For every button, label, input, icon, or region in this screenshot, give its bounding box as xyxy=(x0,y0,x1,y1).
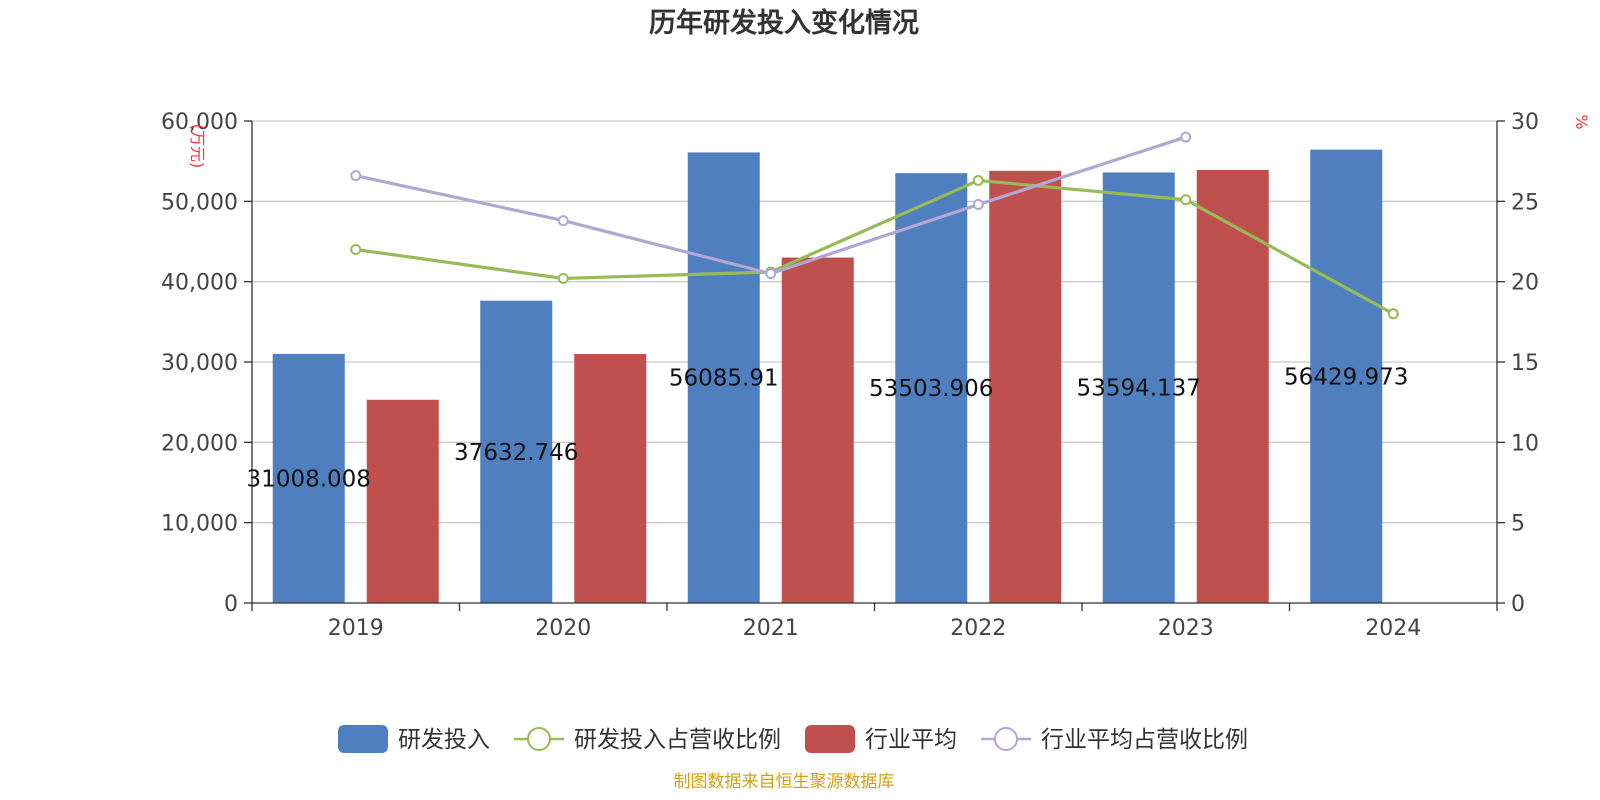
line-point[interactable] xyxy=(557,272,569,284)
bar-bar-0[interactable] xyxy=(480,300,553,603)
x-tick-label: 2021 xyxy=(743,616,799,641)
series-line-1 xyxy=(355,178,1395,316)
line-point[interactable] xyxy=(765,268,777,280)
y-left-tick-label: 50,000 xyxy=(161,190,238,215)
bar-bar-0[interactable] xyxy=(1102,172,1175,603)
legend-swatch-marker[interactable] xyxy=(527,727,551,751)
y-left-tick-label: 20,000 xyxy=(161,431,238,456)
line-point[interactable] xyxy=(350,244,362,256)
bar-bar-0[interactable] xyxy=(272,353,345,603)
bar-bar-0[interactable] xyxy=(1310,149,1383,604)
bar-value-label: 37632.746 xyxy=(454,440,578,466)
grid-lines xyxy=(252,120,1497,524)
legend-swatch-bar[interactable] xyxy=(338,725,388,753)
y-right-axis-label: % xyxy=(1572,114,1591,129)
bar-value-label: 56085.91 xyxy=(669,366,779,392)
bar-bar-2[interactable] xyxy=(574,353,647,603)
y-right-tick-label: 0 xyxy=(1511,592,1525,617)
bar-bar-2[interactable] xyxy=(366,399,439,603)
line-point[interactable] xyxy=(557,215,569,227)
line-point[interactable] xyxy=(1180,194,1192,206)
bar-bar-2[interactable] xyxy=(1196,170,1269,603)
y-right-tick-label: 20 xyxy=(1511,271,1539,296)
y-left-axis-label: (万元) xyxy=(188,124,207,169)
legend[interactable]: 研发投入 研发投入占营收比例 行业平均 行业平均占营收比例 xyxy=(338,725,1248,753)
chart-title: 历年研发投入变化情况 xyxy=(649,7,919,39)
axes-group: 0 10,000 20,000 30,000 40,000 50,000 60,000 0 5 1… xyxy=(161,110,1591,641)
legend-label[interactable]: 行业平均 xyxy=(865,727,957,753)
x-tick-label: 2022 xyxy=(950,616,1006,641)
legend-label[interactable]: 研发投入占营收比例 xyxy=(574,727,781,753)
bar-value-label: 53503.906 xyxy=(869,376,993,402)
line-point[interactable] xyxy=(1387,308,1399,320)
bar-bar-0[interactable] xyxy=(895,173,968,603)
y-right-tick-label: 15 xyxy=(1511,351,1539,376)
source-footer: 制图数据来自恒生聚源数据库 xyxy=(674,772,895,792)
y-right-tick-label: 10 xyxy=(1511,431,1539,456)
x-tick-label: 2020 xyxy=(535,616,591,641)
x-tick-label: 2023 xyxy=(1158,616,1214,641)
y-left-tick-label: 30,000 xyxy=(161,351,238,376)
bar-value-label: 31008.008 xyxy=(247,466,371,492)
bars-group xyxy=(272,149,1383,604)
lines-group xyxy=(350,131,1399,320)
bar-value-label: 56429.973 xyxy=(1284,364,1408,390)
legend-swatch-bar[interactable] xyxy=(805,725,855,753)
bar-bar-2[interactable] xyxy=(989,170,1062,603)
y-right-tick-label: 25 xyxy=(1511,190,1539,215)
y-left-tick-label: 0 xyxy=(224,592,238,617)
line-point[interactable] xyxy=(972,199,984,211)
data-labels-group: 31008.008 37632.746 56085.91 53503.906 53594… xyxy=(247,364,1409,492)
line-point[interactable] xyxy=(350,170,362,182)
bar-value-label: 53594.137 xyxy=(1077,376,1201,402)
line-point[interactable] xyxy=(1180,131,1192,143)
y-left-tick-label: 10,000 xyxy=(161,512,238,537)
y-right-tick-label: 30 xyxy=(1511,110,1539,135)
y-right-tick-label: 5 xyxy=(1511,512,1525,537)
y-left-tick-label: 40,000 xyxy=(161,271,238,296)
legend-label[interactable]: 行业平均占营收比例 xyxy=(1041,727,1248,753)
x-tick-label: 2024 xyxy=(1365,616,1421,641)
bar-bar-0[interactable] xyxy=(687,152,760,604)
legend-swatch-marker[interactable] xyxy=(994,727,1018,751)
line-point[interactable] xyxy=(972,174,984,186)
x-tick-label: 2019 xyxy=(328,616,384,641)
legend-label[interactable]: 研发投入 xyxy=(398,727,490,753)
y-left-tick-label: 60,000 xyxy=(161,110,238,135)
bar-bar-2[interactable] xyxy=(781,257,854,603)
